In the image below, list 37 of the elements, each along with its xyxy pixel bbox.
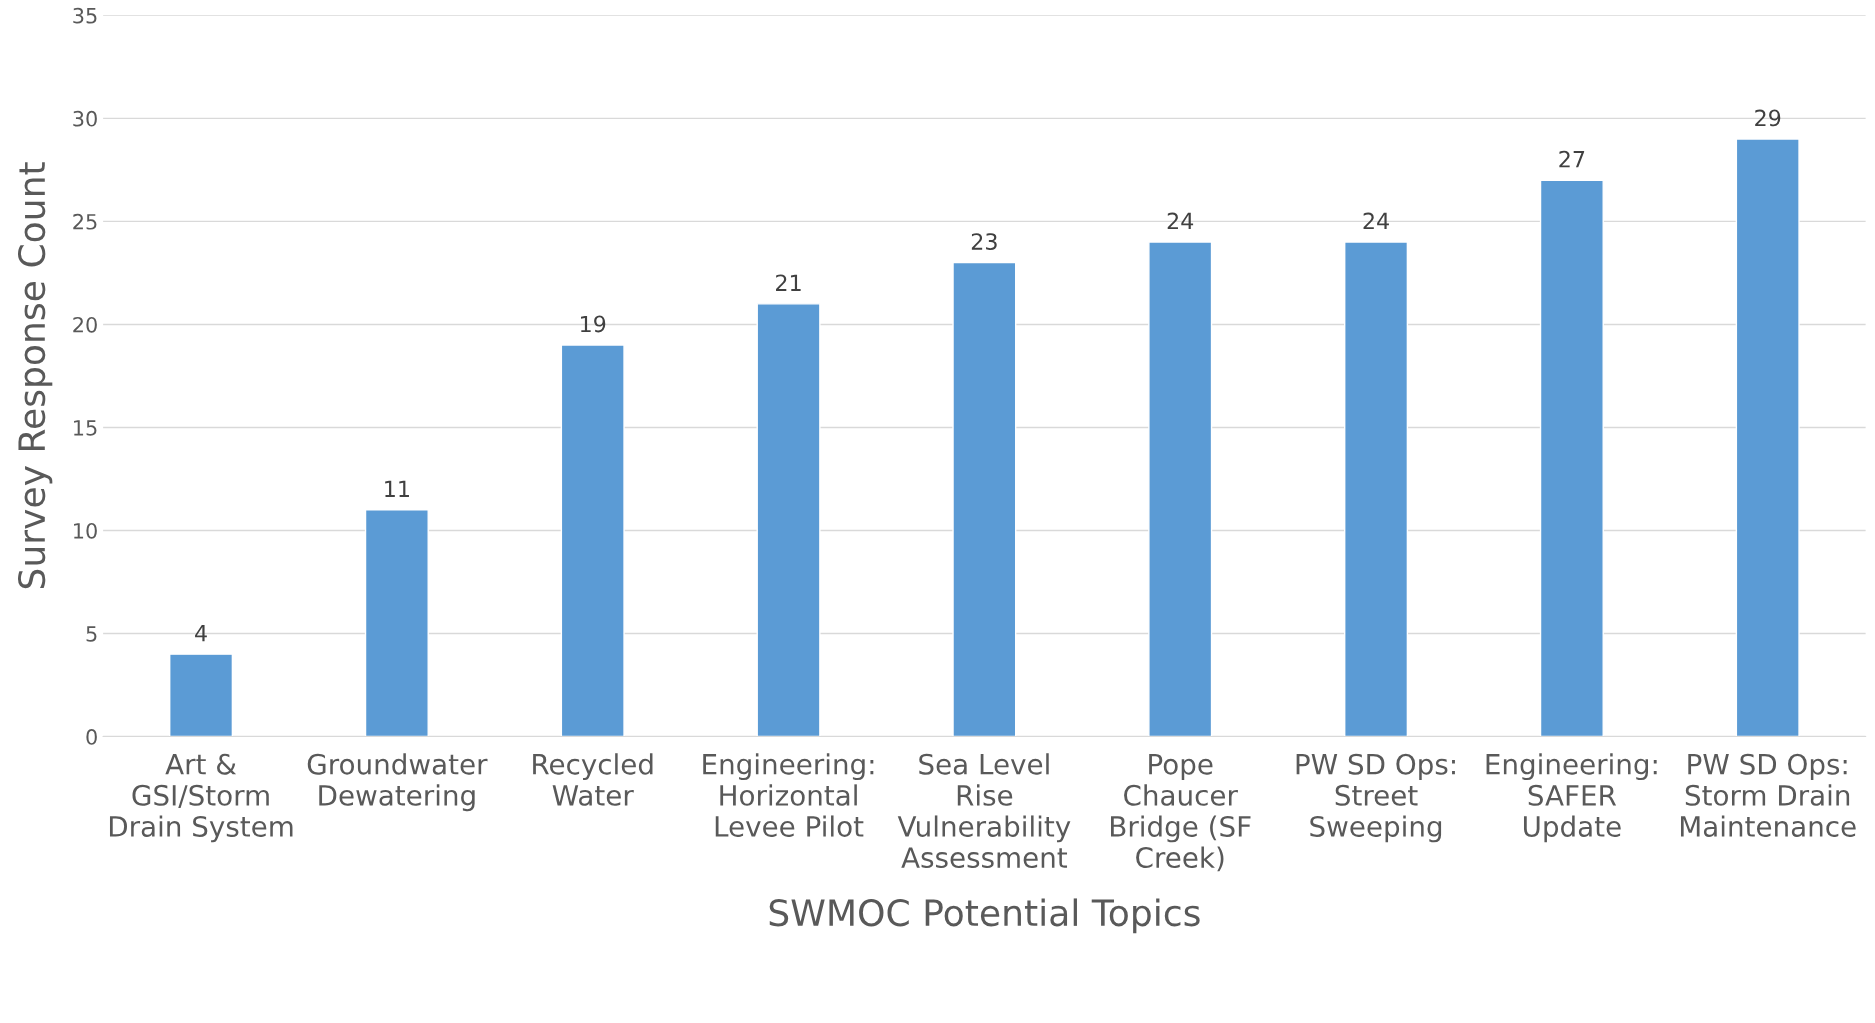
data-label: 24 — [1363, 212, 1389, 230]
data-label: 19 — [581, 315, 606, 333]
bar — [169, 653, 234, 737]
data-label: 21 — [776, 274, 801, 291]
bar — [756, 303, 821, 737]
x-tick-label: Art & GSI/Storm Drain System — [109, 753, 293, 843]
x-tick-label: Sea Level Rise Vulnerability Assessment — [897, 753, 1071, 869]
y-tick-label: 25 — [73, 213, 97, 230]
y-tick-label: 30 — [73, 110, 97, 127]
x-tick-label: PW SD Ops: Storm Drain Maintenance — [1680, 753, 1856, 837]
x-tick-label: Groundwater Dewatering — [307, 753, 488, 812]
data-label: 23 — [971, 233, 997, 250]
y-axis-title: Survey Response Count — [18, 162, 53, 589]
y-tick-label: 35 — [73, 7, 97, 24]
bar — [952, 261, 1017, 737]
data-label: 4 — [195, 624, 207, 642]
y-tick-label: 0 — [86, 729, 97, 745]
x-tick-label: Pope Chaucer Bridge (SF Creek) — [1111, 754, 1251, 872]
data-label: 29 — [1755, 109, 1781, 127]
x-tick-label: Engineering: SAFER Update — [1486, 753, 1657, 843]
bar — [1539, 179, 1604, 737]
bar — [1735, 138, 1800, 737]
x-tick-label: Engineering: Horizontal Levee Pilot — [703, 753, 874, 837]
data-label: 11 — [385, 480, 409, 497]
y-tick-label: 5 — [86, 626, 97, 642]
x-tick-label: PW SD Ops: Street Sweeping — [1296, 753, 1455, 843]
data-label: 24 — [1167, 212, 1194, 230]
y-tick-label: 10 — [74, 522, 97, 539]
bar — [1148, 241, 1213, 737]
bar — [364, 509, 429, 737]
bar — [560, 344, 625, 737]
data-label: 27 — [1559, 150, 1585, 168]
x-axis-title: SWMOC Potential Topics — [769, 898, 1200, 934]
x-tick-label: Recycled Water — [533, 753, 653, 806]
bar — [1344, 241, 1409, 737]
y-tick-label: 15 — [74, 420, 97, 436]
y-tick-label: 20 — [73, 316, 97, 333]
